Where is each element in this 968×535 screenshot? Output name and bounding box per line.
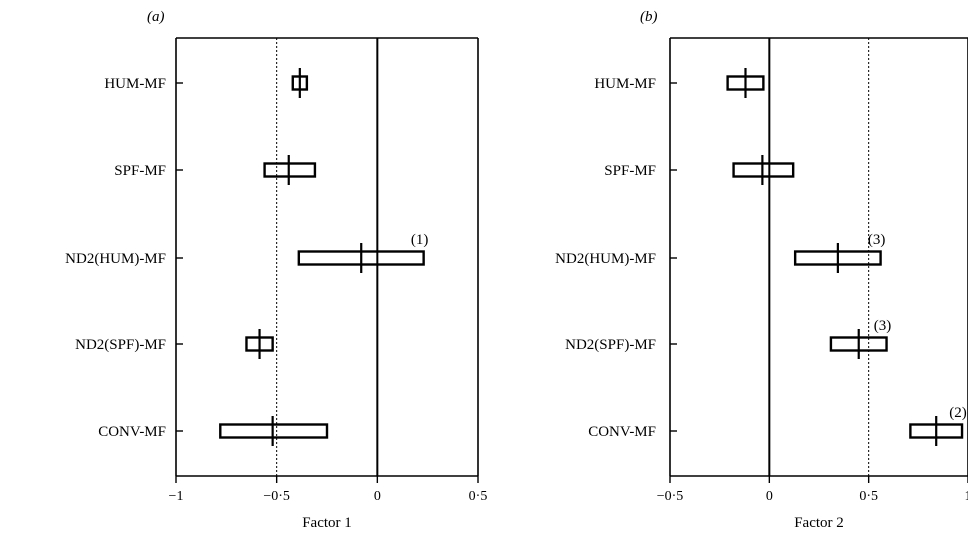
category-label: ND2(HUM)-MF: [65, 251, 166, 267]
box-annotation: (2): [949, 405, 967, 421]
category-label: SPF-MF: [604, 163, 656, 179]
x-tick-label: −0·5: [263, 489, 290, 504]
box-nd2-spf-mf: (3): [829, 318, 892, 359]
box-conv-mf: [219, 416, 329, 446]
x-axis-label: Factor 2: [794, 515, 844, 531]
box-hum-mf: [291, 68, 309, 98]
panel-2: (b) −0·5 0 0·5 1 Factor 2 HUM-MF SPF-MF ND2(HUM)…: [555, 9, 968, 531]
x-axis-label: Factor 1: [302, 515, 352, 531]
x-tick-label: 0: [374, 489, 381, 504]
category-label: CONV-MF: [98, 424, 166, 440]
box-hum-mf: [726, 68, 765, 98]
category-label: SPF-MF: [114, 163, 166, 179]
box-annotation: (3): [868, 232, 886, 248]
x-tick-label: 0: [766, 489, 773, 504]
category-label: HUM-MF: [104, 76, 166, 92]
box-spf-mf: [263, 155, 317, 185]
box-annotation: (3): [874, 318, 892, 334]
box-nd2-hum-mf: (3): [793, 232, 886, 273]
box-spf-mf: [732, 155, 795, 185]
panel-label: (a): [147, 9, 165, 25]
panel-label: (b): [640, 9, 658, 25]
box-nd2-spf-mf: [245, 329, 274, 359]
box-nd2-hum-mf: (1): [297, 232, 429, 273]
x-tick-label: 0·5: [859, 489, 878, 504]
panel-1: (a) −1 −0·5 0 0·5 Factor 1 HUM-MF SPF-MF ND2(HUM…: [65, 9, 487, 531]
category-label: ND2(HUM)-MF: [555, 251, 656, 267]
category-label: ND2(SPF)-MF: [75, 337, 166, 353]
x-tick-label: 0·5: [469, 489, 488, 504]
box-conv-mf: (2): [909, 405, 967, 446]
category-label: CONV-MF: [588, 424, 656, 440]
box-annotation: (1): [411, 232, 429, 248]
x-tick-label: −0·5: [657, 489, 684, 504]
category-label: HUM-MF: [594, 76, 656, 92]
category-label: ND2(SPF)-MF: [565, 337, 656, 353]
x-tick-label: −1: [169, 489, 184, 504]
x-tick-label: 1: [965, 489, 968, 504]
